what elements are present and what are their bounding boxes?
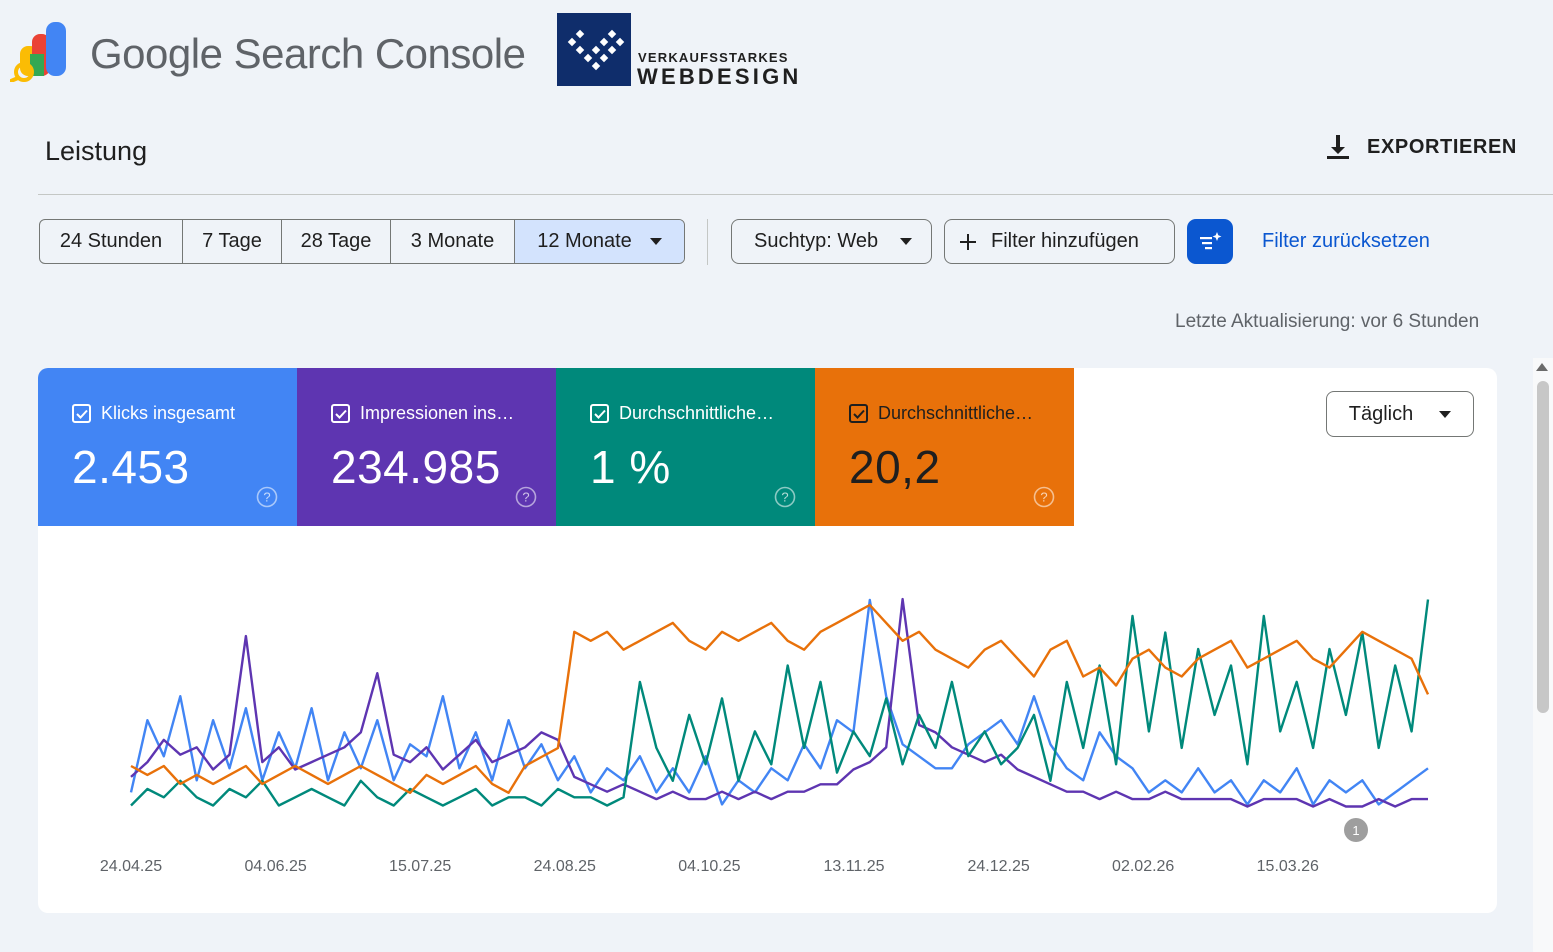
download-icon	[1327, 135, 1349, 159]
scroll-up-icon[interactable]	[1536, 363, 1548, 371]
caret-down-icon	[649, 238, 662, 245]
metric-clicks-value: 2.453	[72, 441, 190, 493]
svg-text:?: ?	[781, 490, 788, 505]
x-tick-label: 04.10.25	[678, 858, 740, 875]
app-title: Google Search Console	[90, 30, 526, 78]
range-24h[interactable]: 24 Stunden	[40, 220, 183, 263]
verkaufsstarkes-webdesign-logo-icon	[557, 13, 631, 86]
caret-down-icon	[900, 238, 913, 245]
brand-line-2: WEBDESIGN	[637, 64, 802, 89]
app-title-google: Google	[90, 30, 223, 77]
series-line-0	[129, 598, 1429, 806]
help-icon[interactable]: ?	[774, 486, 796, 508]
metric-position-header: Durchschnittliche…	[849, 403, 1033, 424]
reset-filters-link[interactable]: Filter zurücksetzen	[1262, 230, 1430, 252]
checkbox-checked-icon	[72, 404, 91, 423]
svg-text:?: ?	[263, 490, 270, 505]
range-12m[interactable]: 12 Monate	[515, 220, 684, 263]
metric-ctr-header: Durchschnittliche…	[590, 403, 774, 424]
metric-ctr-value: 1 %	[590, 441, 671, 493]
export-button[interactable]: EXPORTIEREN	[1325, 133, 1517, 161]
export-label: EXPORTIEREN	[1367, 135, 1517, 158]
x-tick-label: 24.12.25	[967, 858, 1029, 875]
help-icon[interactable]: ?	[256, 486, 278, 508]
checkbox-checked-icon	[849, 404, 868, 423]
range-28d[interactable]: 28 Tage	[282, 220, 391, 263]
plus-icon	[960, 233, 976, 250]
caret-down-icon	[1439, 410, 1452, 418]
metric-tile-position[interactable]: Durchschnittliche… 20,2 ?	[815, 368, 1074, 526]
metric-impressions-header: Impressionen ins…	[331, 403, 514, 424]
metric-clicks-header: Klicks insgesamt	[72, 403, 235, 424]
performance-card: Klicks insgesamt 2.453 ? Impressionen in…	[38, 368, 1497, 913]
x-tick-label: 24.04.25	[100, 858, 162, 875]
metric-impressions-label: Impressionen ins…	[360, 403, 515, 423]
help-icon[interactable]: ?	[515, 486, 537, 508]
header-divider	[38, 194, 1553, 195]
help-icon[interactable]: ?	[1033, 486, 1055, 508]
metric-tile-impressions[interactable]: Impressionen ins… 234.985 ?	[297, 368, 556, 526]
last-update-text: Letzte Aktualisierung: vor 6 Stunden	[1175, 311, 1480, 332]
metric-position-value: 20,2	[849, 441, 941, 493]
range-3m[interactable]: 3 Monate	[391, 220, 515, 263]
x-tick-label: 24.08.25	[534, 858, 596, 875]
search-console-logo-icon	[10, 22, 66, 82]
annotation-marker-label: 1	[1352, 823, 1359, 838]
toolbar-separator	[707, 219, 708, 265]
app-title-rest: Search Console	[233, 30, 526, 77]
add-filter-button[interactable]: Filter hinzufügen	[944, 219, 1175, 264]
metric-tile-clicks[interactable]: Klicks insgesamt 2.453 ?	[38, 368, 297, 526]
metric-tile-ctr[interactable]: Durchschnittliche… 1 % ?	[556, 368, 815, 526]
svg-text:?: ?	[522, 490, 529, 505]
x-tick-label: 04.06.25	[244, 858, 306, 875]
page-title: Leistung	[45, 136, 148, 166]
granularity-label: Täglich	[1348, 402, 1414, 425]
metric-position-label: Durchschnittliche…	[878, 403, 1034, 423]
search-type-label: Suchtyp: Web	[754, 230, 879, 252]
range-12m-label: 12 Monate	[537, 230, 632, 252]
brand-line-1: VERKAUFSSTARKES	[638, 50, 789, 65]
filter-options-button[interactable]	[1187, 219, 1233, 264]
x-tick-label: 02.02.26	[1112, 858, 1174, 875]
granularity-dropdown[interactable]: Täglich	[1326, 391, 1474, 437]
series-line-1	[130, 597, 1428, 808]
checkbox-checked-icon	[590, 404, 609, 423]
filter-sparkle-icon	[1200, 231, 1222, 249]
metric-clicks-label: Klicks insgesamt	[101, 403, 236, 423]
metric-ctr-label: Durchschnittliche…	[619, 403, 775, 423]
performance-chart: 24.04.25 04.06.25 15.07.25 24.08.25 04.10.25…	[100, 597, 1430, 875]
annotation-marker-icon[interactable]	[1344, 818, 1368, 842]
add-filter-label: Filter hinzufügen	[991, 230, 1139, 252]
series-line-3	[130, 603, 1430, 794]
search-type-dropdown[interactable]: Suchtyp: Web	[731, 219, 932, 264]
x-tick-label: 15.03.26	[1257, 858, 1319, 875]
date-range-selector: 24 Stunden 7 Tage 28 Tage 3 Monate 12 Mo…	[39, 219, 685, 264]
x-tick-label: 13.11.25	[823, 858, 884, 875]
x-tick-label: 15.07.25	[389, 858, 451, 875]
checkbox-checked-icon	[331, 404, 350, 423]
svg-text:?: ?	[1040, 490, 1047, 505]
metric-impressions-value: 234.985	[331, 441, 501, 493]
series-line-2	[130, 599, 1430, 807]
range-7d[interactable]: 7 Tage	[183, 220, 282, 263]
scrollbar-thumb[interactable]	[1537, 381, 1549, 713]
